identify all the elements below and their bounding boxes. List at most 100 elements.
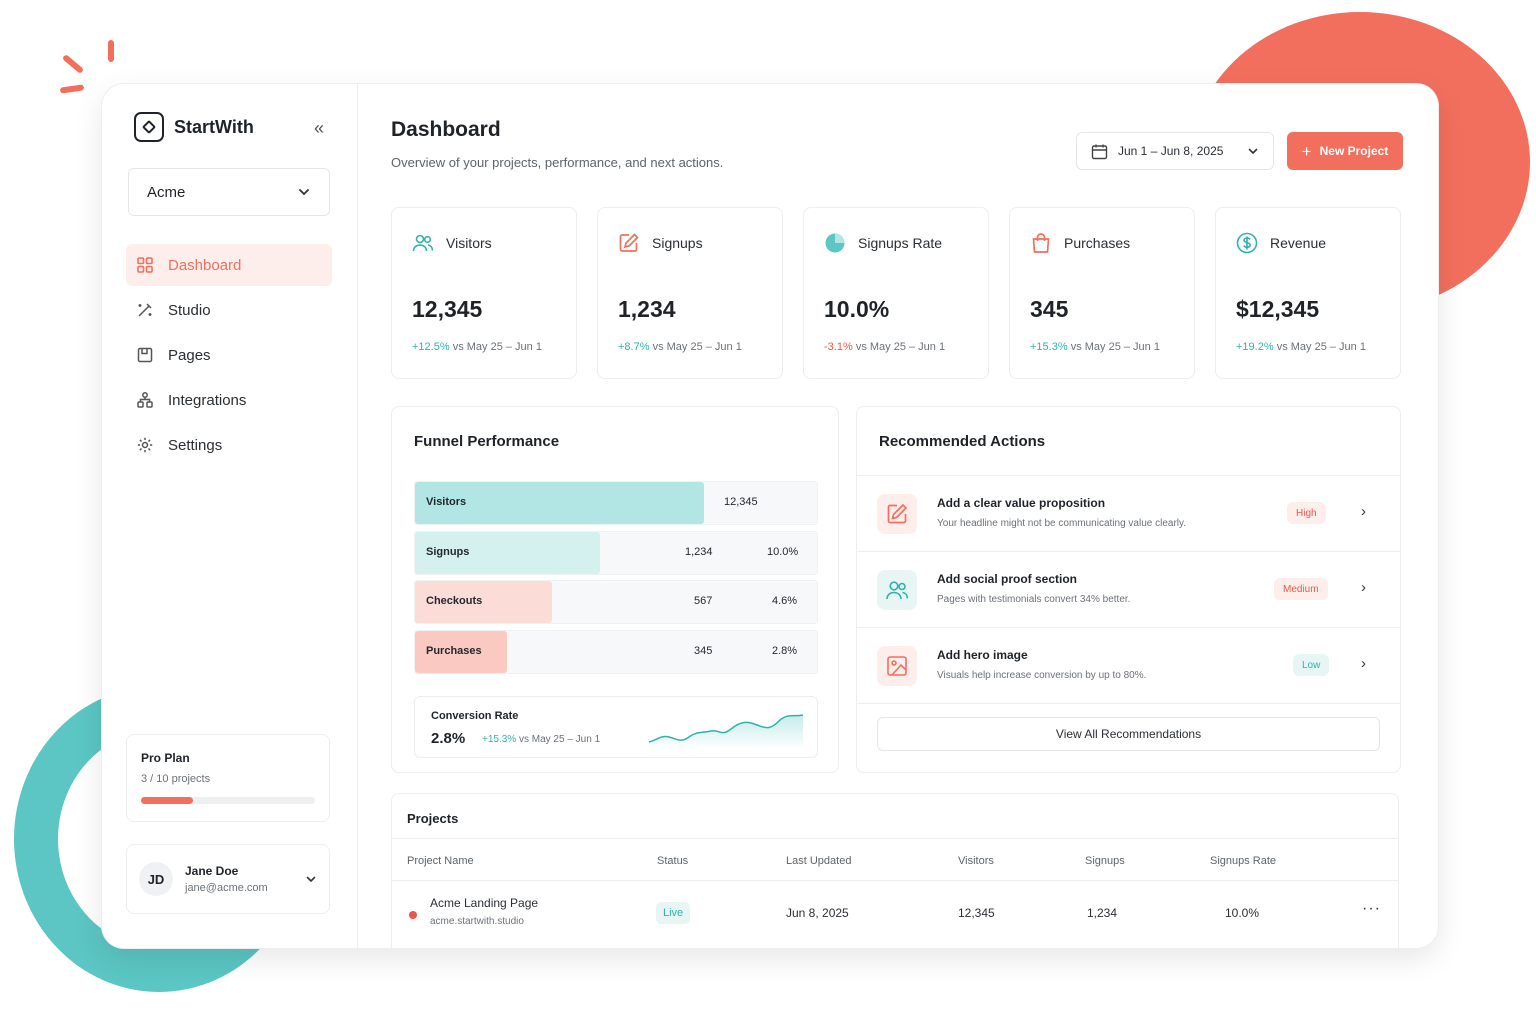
- funnel-bar: [415, 482, 705, 524]
- plan-progress-track: [141, 797, 315, 804]
- column-header[interactable]: Visitors: [958, 855, 994, 867]
- funnel-rows: Visitors 12,345 Signups 1,234 10.0% Chec…: [414, 481, 818, 679]
- collapse-sidebar-icon[interactable]: «: [314, 118, 325, 138]
- funnel-percent: 2.8%: [772, 644, 798, 657]
- chevron-right-icon[interactable]: ›: [1361, 503, 1366, 520]
- more-options-icon[interactable]: ···: [1362, 900, 1381, 917]
- recommendation-item[interactable]: Add hero image Visuals help increase con…: [857, 628, 1400, 704]
- new-project-button[interactable]: + New Project: [1287, 132, 1403, 170]
- funnel-count: 1,234: [685, 545, 713, 558]
- funnel-count: 345: [694, 644, 713, 657]
- stat-card-visitors[interactable]: Visitors 12,345 +12.5% vs May 25 – Jun 1: [391, 207, 577, 379]
- sidebar-item-integrations[interactable]: Integrations: [126, 379, 332, 421]
- date-range-picker[interactable]: Jun 1 – Jun 8, 2025: [1076, 132, 1274, 170]
- main-content: Dashboard Overview of your projects, per…: [358, 84, 1438, 948]
- table-row[interactable]: Acme Landing Page acme.startwith.studio …: [392, 882, 1398, 946]
- project-updated: Jun 8, 2025: [786, 906, 849, 920]
- chevron-right-icon[interactable]: ›: [1361, 579, 1366, 596]
- chevron-right-icon[interactable]: ›: [1361, 655, 1366, 672]
- sidebar-item-settings[interactable]: Settings: [126, 424, 332, 466]
- column-header[interactable]: Status: [657, 855, 689, 867]
- funnel-row-signups[interactable]: Signups 1,234 10.0%: [414, 530, 818, 575]
- plan-progress-fill: [141, 797, 194, 804]
- sidebar-item-dashboard[interactable]: Dashboard: [126, 244, 332, 286]
- stat-card-signups[interactable]: Signups 1,234 +8.7% vs May 25 – Jun 1: [597, 207, 783, 379]
- conversion-value: 2.8%: [431, 730, 466, 747]
- page-subtitle: Overview of your projects, performance, …: [391, 155, 724, 170]
- bag-icon: [1032, 233, 1050, 253]
- funnel-label: Purchases: [426, 644, 482, 657]
- brand[interactable]: StartWith: [134, 112, 254, 142]
- brand-name: StartWith: [174, 116, 254, 137]
- stat-delta: -3.1%: [824, 341, 853, 353]
- stat-label: Revenue: [1270, 235, 1327, 251]
- stat-value: 1,234: [618, 296, 676, 322]
- stat-delta: +8.7%: [618, 341, 650, 353]
- sidebar-item-label: Dashboard: [168, 256, 242, 274]
- avatar: JD: [139, 862, 173, 896]
- sidebar-nav: Dashboard Studio Pages Integrations Sett…: [126, 244, 332, 469]
- plan-name: Pro Plan: [141, 751, 190, 765]
- image-icon: [887, 656, 907, 676]
- chevron-down-icon: [299, 189, 309, 196]
- priority-badge: Medium: [1274, 578, 1328, 600]
- funnel-row-purchases[interactable]: Purchases 345 2.8%: [414, 629, 818, 674]
- workspace-name: Acme: [147, 183, 186, 201]
- sidebar-item-label: Settings: [168, 436, 223, 454]
- column-header[interactable]: Signups Rate: [1210, 855, 1277, 867]
- new-project-label: New Project: [1319, 144, 1389, 158]
- stat-card-purchases[interactable]: Purchases 345 +15.3% vs May 25 – Jun 1: [1009, 207, 1195, 379]
- stat-delta: +19.2%: [1236, 341, 1274, 353]
- page-title: Dashboard: [391, 118, 501, 141]
- stat-label: Signups: [652, 235, 703, 251]
- chevron-down-icon: [1248, 148, 1258, 155]
- sidebar-item-label: Studio: [168, 301, 211, 319]
- stat-label: Visitors: [446, 235, 492, 251]
- conversion-label: Conversion Rate: [431, 710, 519, 722]
- priority-badge: Low: [1293, 654, 1330, 676]
- funnel-percent: 10.0%: [767, 545, 799, 558]
- stat-card-signups-rate[interactable]: Signups Rate 10.0% -3.1% vs May 25 – Jun…: [803, 207, 989, 379]
- stat-value: 345: [1030, 296, 1069, 322]
- stat-card-revenue[interactable]: Revenue $12,345 +19.2% vs May 25 – Jun 1: [1215, 207, 1401, 379]
- conversion-compare: vs May 25 – Jun 1: [518, 734, 601, 745]
- recommendation-title: Add a clear value proposition: [937, 496, 1106, 510]
- column-header[interactable]: Last Updated: [786, 855, 852, 867]
- funnel-row-checkouts[interactable]: Checkouts 567 4.6%: [414, 580, 818, 624]
- stat-compare: vs May 25 – Jun 1: [1276, 341, 1366, 353]
- recommendation-item[interactable]: Add social proof section Pages with test…: [857, 552, 1400, 628]
- stat-compare: vs May 25 – Jun 1: [1070, 341, 1160, 353]
- recommendation-desc: Visuals help increase conversion by up t…: [937, 670, 1147, 681]
- grid-icon: [137, 257, 153, 273]
- project-name[interactable]: Acme Landing Page: [430, 896, 539, 910]
- sidebar-item-studio[interactable]: Studio: [126, 289, 332, 331]
- stat-delta: +12.5%: [412, 341, 450, 353]
- project-signups: 1,234: [1087, 906, 1118, 920]
- logo-icon: [134, 112, 164, 142]
- sidebar-item-pages[interactable]: Pages: [126, 334, 332, 376]
- funnel-percent: 4.6%: [772, 595, 798, 607]
- edit-icon: [619, 233, 639, 252]
- workspace-select[interactable]: Acme: [128, 168, 330, 216]
- column-header[interactable]: Signups: [1085, 855, 1125, 867]
- sidebar-item-label: Pages: [168, 346, 211, 364]
- funnel-row-visitors[interactable]: Visitors 12,345: [414, 481, 818, 525]
- recommendation-item[interactable]: Add a clear value proposition Your headl…: [857, 476, 1400, 552]
- funnel-bar: [415, 531, 600, 574]
- conversion-delta: +15.3%: [482, 734, 517, 745]
- plan-card[interactable]: Pro Plan 3 / 10 projects: [126, 734, 330, 822]
- pie-icon: [825, 233, 845, 253]
- stat-label: Signups Rate: [858, 235, 943, 251]
- user-menu[interactable]: JD Jane Doe jane@acme.com: [126, 844, 330, 914]
- recommendations-title: Recommended Actions: [879, 433, 1046, 450]
- funnel-label: Checkouts: [426, 595, 483, 607]
- funnel-card: Funnel Performance Visitors 12,345 Signu…: [391, 406, 839, 773]
- funnel-bar: [415, 630, 508, 673]
- conversion-rate-card[interactable]: Conversion Rate 2.8% +15.3% vs May 25 – …: [414, 696, 818, 758]
- user-email: jane@acme.com: [185, 882, 268, 894]
- recommendation-icon-box: [877, 570, 917, 610]
- view-all-recommendations-button[interactable]: View All Recommendations: [877, 717, 1380, 751]
- gear-icon: [137, 437, 153, 453]
- page-icon: [137, 347, 153, 363]
- column-header[interactable]: Project Name: [407, 855, 474, 867]
